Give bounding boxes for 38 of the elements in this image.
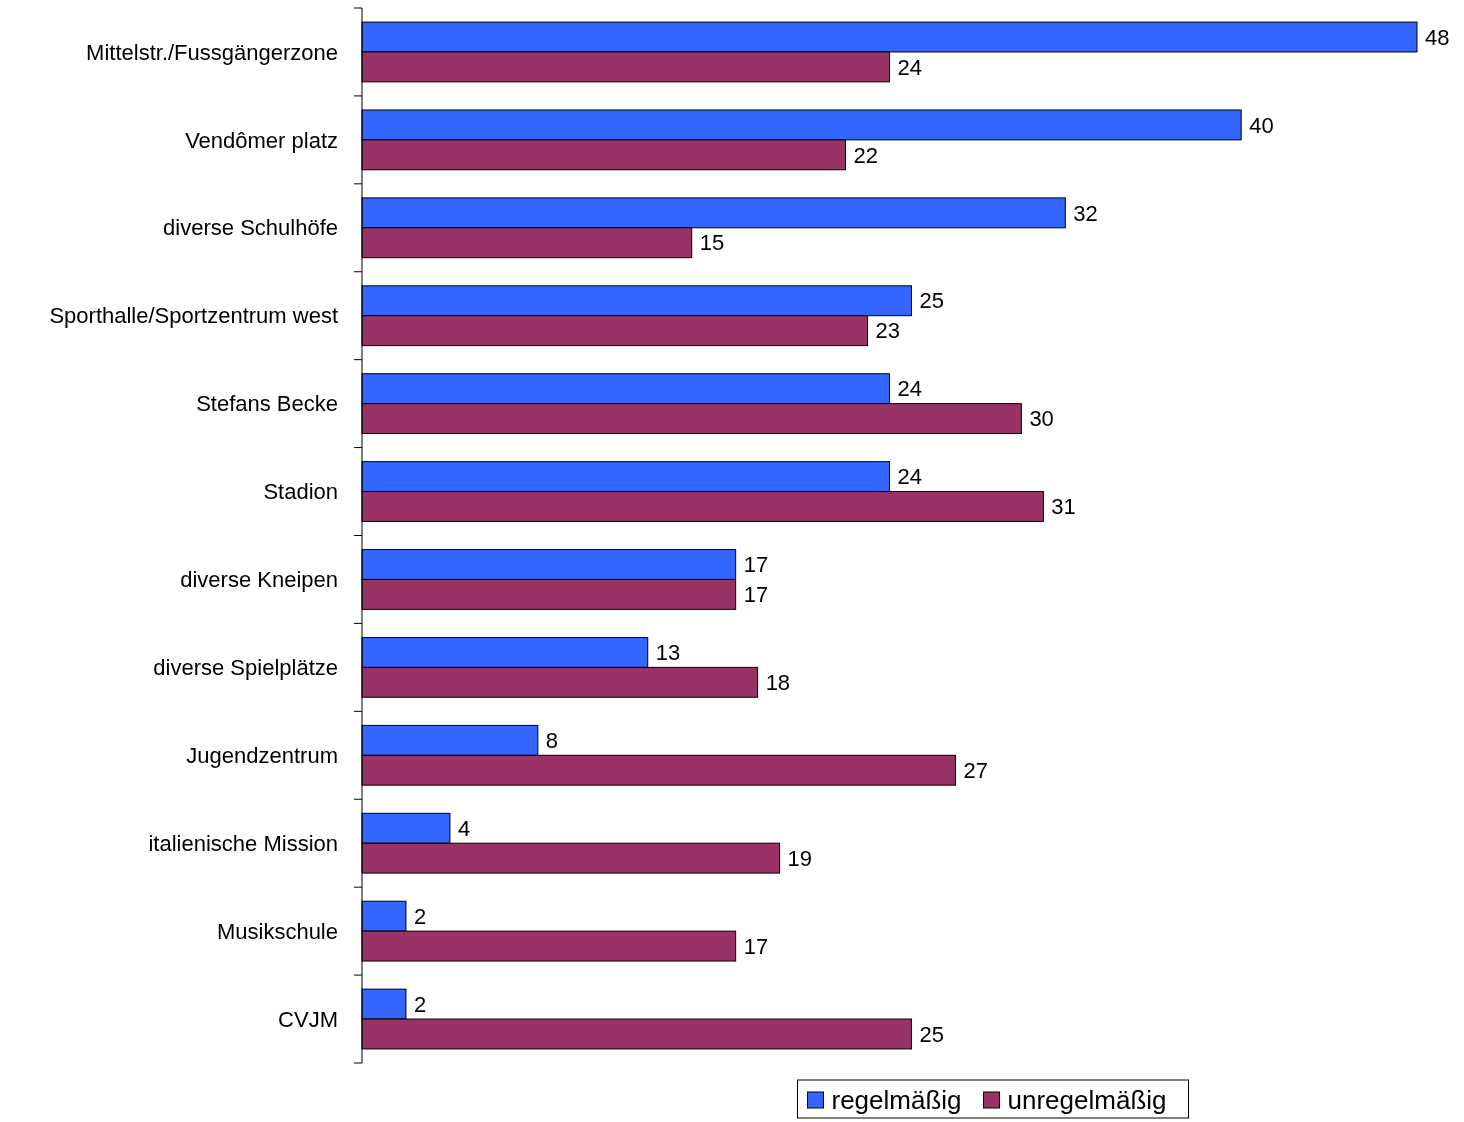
- y-tick-label: Sporthalle/Sportzentrum west: [49, 303, 338, 329]
- y-tick-label: Vendômer platz: [185, 127, 338, 153]
- y-tick-label: Stefans Becke: [196, 391, 338, 417]
- y-tick-label: italienische Mission: [148, 830, 338, 856]
- data-label: 27: [963, 757, 988, 783]
- data-label: 17: [743, 933, 769, 959]
- data-label: 25: [919, 1021, 944, 1047]
- legend-label: unregelmäßig: [1007, 1085, 1167, 1116]
- data-label: 25: [919, 288, 944, 314]
- data-label: 24: [897, 54, 922, 80]
- data-label: 19: [787, 845, 813, 871]
- data-label: 2: [413, 991, 427, 1017]
- y-tick-label: diverse Schulhöfe: [163, 215, 338, 241]
- data-label: 4: [457, 815, 471, 841]
- data-label: 15: [699, 230, 725, 256]
- data-label: 32: [1073, 200, 1098, 226]
- data-label: 18: [765, 670, 791, 696]
- data-label: 22: [853, 142, 879, 168]
- data-label: 23: [875, 318, 901, 344]
- data-label: 24: [897, 376, 922, 402]
- data-label: 40: [1249, 112, 1274, 138]
- y-tick-label: Mittelstr./Fussgängerzone: [86, 39, 338, 65]
- data-label: 2: [413, 903, 427, 929]
- data-label: 24: [897, 464, 922, 490]
- data-label: 30: [1029, 406, 1054, 432]
- y-tick-label: CVJM: [278, 1006, 338, 1032]
- data-label: 17: [743, 582, 769, 608]
- y-tick-label: diverse Kneipen: [180, 567, 338, 593]
- data-label: 31: [1051, 494, 1076, 520]
- legend-label: regelmäßig: [831, 1085, 962, 1116]
- y-tick-label: Stadion: [263, 479, 338, 505]
- data-label: 48: [1425, 24, 1450, 50]
- data-label: 8: [545, 728, 559, 754]
- data-label: 17: [743, 552, 769, 578]
- y-tick-label: Musikschule: [216, 918, 338, 944]
- y-tick-label: Jugendzentrum: [186, 742, 338, 768]
- y-tick-label: diverse Spielplätze: [153, 655, 338, 681]
- data-label: 13: [655, 640, 681, 666]
